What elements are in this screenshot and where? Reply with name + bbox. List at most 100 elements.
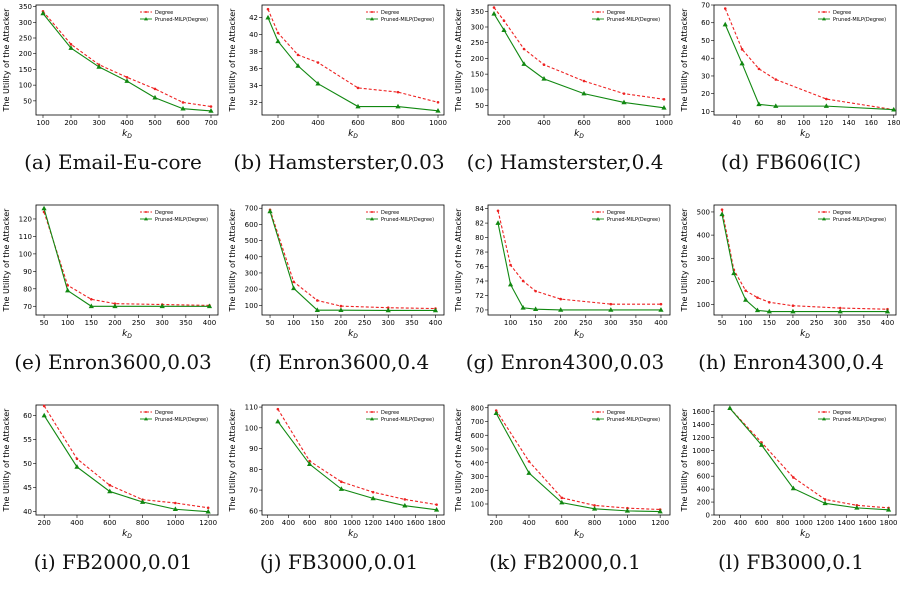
x-tick-label: 600 [303,519,316,527]
data-point [722,21,728,27]
x-tick-label: 600 [755,519,768,527]
x-tick-label: 200 [713,519,726,527]
y-tick-label: 40 [23,508,32,516]
legend-label: Pruned-MILP(Degree) [381,17,434,23]
x-tick-label: 1400 [837,519,855,527]
plot-frame [487,204,671,316]
chart-panel: 40 60 80 100 120 140 160 180 10 20 30 40 50 60 70 kD The… [678,0,904,200]
data-point [42,404,46,408]
y-tick-label: 70 [475,306,484,314]
y-tick-label: 300 [19,19,32,27]
y-tick-label: 60 [23,412,32,420]
chart-caption: (j) FB3000,0.01 [259,550,419,574]
y-tick-label: 42 [249,14,258,22]
y-tick-label: 350 [471,8,484,16]
series-line [721,214,888,313]
data-point [792,476,795,479]
data-point [622,92,626,95]
x-tick-label: 1000 [343,519,361,527]
y-tick-label: 20 [701,90,710,98]
plot-frame [713,204,897,316]
x-axis-label-subscript: D [805,133,810,140]
series-line [724,24,894,111]
legend-marker [822,17,826,21]
x-tick-label: 800 [136,519,149,527]
data-point [582,79,586,83]
legend-label: Degree [607,10,625,16]
data-point [825,97,828,101]
data-point [791,304,795,308]
x-axis-label: kD [800,329,810,340]
legend-marker [371,411,373,413]
y-tick-label: 100 [19,82,32,90]
chart-caption: (f) Enron3600,0.4 [248,350,430,374]
x-tick-label: 400 [734,519,747,527]
y-tick-label: 82 [475,220,484,228]
data-point [275,38,281,44]
data-point [292,280,295,284]
legend-marker [822,417,826,421]
x-tick-label: 300 [92,119,105,127]
data-point [267,208,273,214]
x-tick-label: 500 [148,119,161,127]
x-tick-label: 1600 [407,519,425,527]
plot-frame [487,4,671,116]
data-point [276,407,280,411]
plot-frame [261,404,445,516]
x-tick-label: 50 [40,319,49,327]
x-tick-label: 200 [554,319,567,327]
y-tick-label: 600 [245,221,258,229]
data-point [559,297,562,301]
x-tick-label: 200 [490,519,503,527]
data-point [159,303,165,309]
data-point [107,488,113,494]
x-tick-label: 600 [103,519,116,527]
legend-marker [145,211,147,213]
x-tick-label: 1000 [166,519,184,527]
x-tick-label: 50 [266,319,275,327]
y-axis-label: The Utility of the Attacker [228,208,237,313]
legend-marker [370,217,374,221]
chart-svg: 50 100 150 200 250 300 350 400 70 80 90 100 110 120 kD… [2,204,219,340]
y-tick-label: 350 [19,3,32,11]
x-axis-label: kD [348,329,358,340]
data-point [533,306,539,312]
chart-svg: 40 60 80 100 120 140 160 180 10 20 30 40 50 60 70 kD The… [680,2,900,141]
data-point [756,101,762,107]
x-tick-label: 250 [358,319,371,327]
y-tick-label: 200 [471,487,484,495]
x-tick-label: 140 [842,119,855,127]
x-tick-label: 400 [203,319,216,327]
x-tick-label: 700 [204,119,217,127]
data-point [124,78,130,83]
data-point [495,220,501,225]
data-point [621,99,627,105]
y-tick-label: 600 [471,432,484,440]
chart-panel: 50 100 150 200 250 300 350 400 100 200 300 400 500 60… [226,200,452,400]
data-point [609,302,613,306]
data-point [743,297,749,302]
y-tick-label: 55 [23,436,32,444]
data-point [854,505,860,510]
y-tick-label: 110 [245,404,258,412]
y-tick-label: 110 [19,233,32,241]
y-tick-label: 80 [249,466,258,474]
series-line [42,10,212,108]
data-point [659,302,663,306]
x-tick-label: 100 [61,319,74,327]
y-tick-label: 1600 [692,408,710,416]
legend-label: Pruned-MILP(Degree) [155,17,208,23]
y-tick-label: 30 [701,72,710,80]
legend-label: Pruned-MILP(Degree) [155,417,208,423]
legend-marker [823,211,825,213]
chart-svg: 50 100 150 200 250 300 350 400 100 200 300 400 500 kD… [680,204,897,340]
x-tick-label: 1200 [651,519,669,527]
chart-svg: 200 400 600 800 1000 1200 1400 1600 1800 60 70 80 90… [228,404,446,540]
plot-frame [35,204,219,316]
data-point [891,106,897,112]
series-line [43,211,210,306]
y-tick-label: 150 [19,66,32,74]
y-axis-label: The Utility of the Attacker [228,8,237,113]
data-point [395,103,401,109]
chart-panel: 200 400 600 800 1000 50 100 150 200 250 300 350 kD Th… [452,0,678,200]
